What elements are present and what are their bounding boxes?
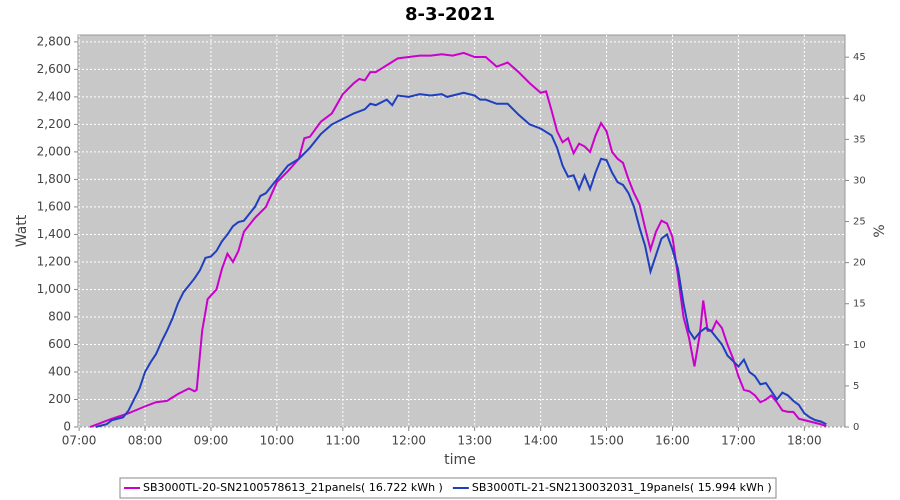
x-tick-label: 14:00 <box>523 434 558 448</box>
y-tick-label: 400 <box>48 364 71 378</box>
x-tick-label: 12:00 <box>391 434 426 448</box>
legend <box>119 477 777 499</box>
y2-tick-label: 5 <box>853 381 859 392</box>
y2-tick-label: 30 <box>853 175 866 186</box>
x-tick-label: 09:00 <box>194 434 229 448</box>
y-tick-label: 2,000 <box>37 144 71 158</box>
x-tick-label: 18:00 <box>787 434 822 448</box>
y-tick-label: 2,800 <box>37 34 71 48</box>
x-tick-label: 10:00 <box>260 434 295 448</box>
y2-tick-label: 15 <box>853 299 866 310</box>
x-axis-label: time <box>444 452 476 468</box>
x-tick-label: 13:00 <box>457 434 492 448</box>
y-tick-label: 2,400 <box>37 89 71 103</box>
y2-tick-label: 25 <box>853 217 866 228</box>
y2-tick-label: 20 <box>853 258 866 269</box>
y2-tick-label: 45 <box>853 52 866 63</box>
y2-tick-label: 10 <box>853 340 866 351</box>
y-tick-label: 2,600 <box>37 62 71 76</box>
y-tick-label: 600 <box>48 337 71 351</box>
line-series <box>95 91 827 428</box>
legend-items: SB3000TL-20-SN2100578613_21panels( 16.72… <box>124 481 772 494</box>
y-tick-label: 1,000 <box>37 282 71 296</box>
y-tick-label: 800 <box>48 309 71 323</box>
y2-tick-label: 40 <box>853 93 866 104</box>
x-tick-label: 17:00 <box>721 434 756 448</box>
y2-tick-label: 0 <box>853 422 859 433</box>
y-tick-label: 1,200 <box>37 254 71 268</box>
x-tick-label: 07:00 <box>62 434 97 448</box>
y-axis-label: Watt <box>14 214 30 247</box>
y-tick-label: 0 <box>63 420 71 434</box>
y-tick-label: 2,200 <box>37 117 71 131</box>
y-tick-label: 200 <box>48 392 71 406</box>
y2-tick-label: 35 <box>853 134 866 145</box>
plot-area <box>77 34 846 428</box>
y-tick-label: 1,800 <box>37 172 71 186</box>
y-tick-label: 1,400 <box>37 227 71 241</box>
chart-title: 8-3-2021 <box>405 4 495 25</box>
x-tick-label: 11:00 <box>326 434 361 448</box>
legend-label: SB3000TL-20-SN2100578613_21panels( 16.72… <box>143 481 443 494</box>
y-tick-label: 1,600 <box>37 199 71 213</box>
y2-axis-label: % <box>872 224 888 237</box>
x-tick-label: 15:00 <box>589 434 624 448</box>
x-tick-label: 16:00 <box>655 434 690 448</box>
x-tick-label: 08:00 <box>128 434 163 448</box>
legend-label: SB3000TL-21-SN2130032031_19panels( 15.99… <box>472 481 772 494</box>
